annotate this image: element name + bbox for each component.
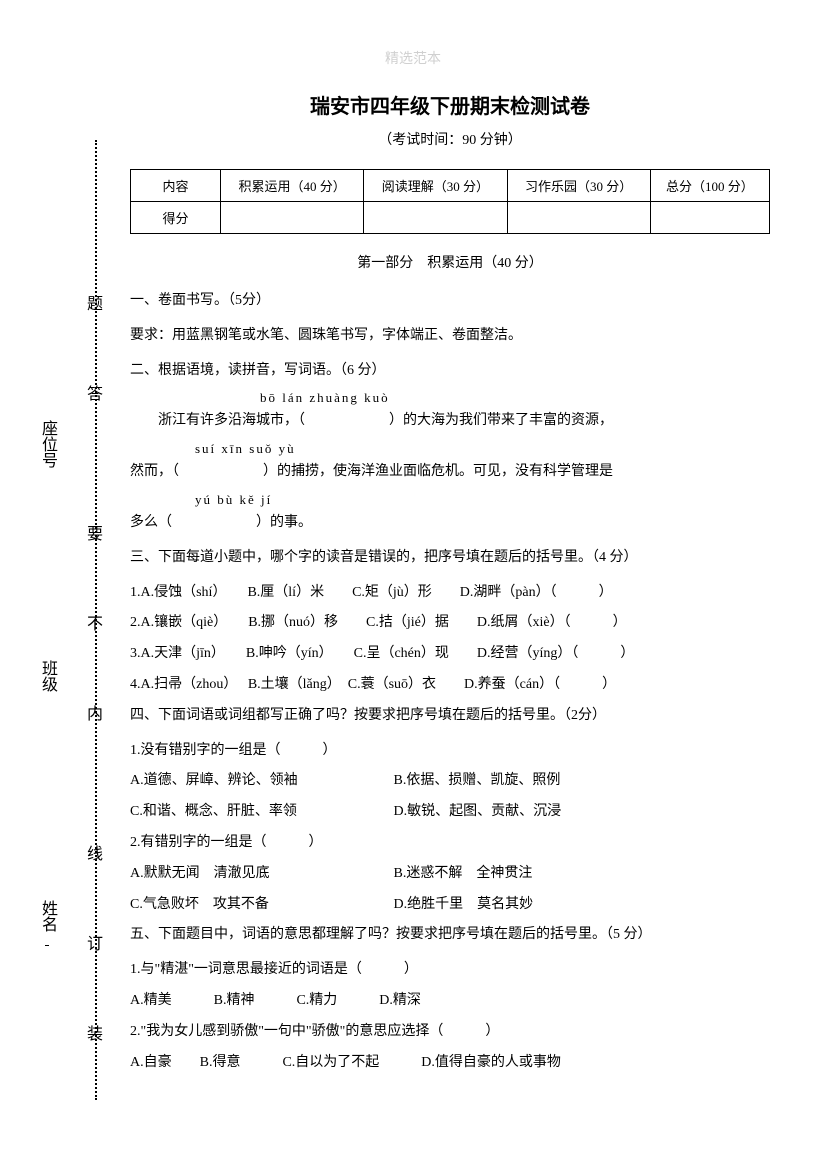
q2-line3: 多么（ ）的事。 (130, 508, 770, 539)
q3-item-1: 2.A.镶嵌（qiè） B.挪（nuó）移 C.拮（jié）据 D.纸屑（xiè… (130, 608, 770, 639)
page-title: 瑞安市四年级下册期末检测试卷 (130, 90, 770, 119)
bind-char-2: 线 (87, 840, 103, 864)
cell-blank[interactable] (650, 202, 769, 234)
q1-req: 要求：用蓝黑钢笔或水笔、圆珠笔书写，字体端正、卷面整洁。 (130, 321, 770, 352)
q3-item-0: 1.A.侵蚀（shí） B.厘（lí）米 C.矩（jù）形 D.湖畔（pàn）（… (130, 578, 770, 609)
bind-char-0: 装 (87, 1020, 103, 1044)
section-header: 第一部分 积累运用（40 分） (130, 252, 770, 272)
q4-sub1: 1.没有错别字的一组是（ ） (130, 736, 770, 767)
label-class: 班级 (35, 660, 59, 692)
q5-sub2: 2."我为女儿感到骄傲"一句中"骄傲"的意思应选择（ ） (130, 1017, 770, 1048)
q5-opts2: A.自豪 B.得意 C.自以为了不起 D.值得自豪的人或事物 (130, 1048, 770, 1079)
th-col1: 积累运用（40 分） (221, 170, 364, 202)
q4-opts2-row2: C.气急败坏 攻其不备 D.绝胜千里 莫名其妙 (130, 890, 770, 921)
q2-pinyin3: yú bù kě jí (195, 492, 770, 508)
q2-title: 二、根据语境，读拼音，写词语。（6 分） (130, 356, 770, 387)
page-subtitle: （考试时间：90 分钟） (130, 129, 770, 149)
q5-title: 五、下面题目中，词语的意思都理解了吗？按要求把序号填在题后的括号里。（5 分） (130, 920, 770, 951)
bind-char-3: 内 (87, 700, 103, 724)
th-content: 内容 (131, 170, 221, 202)
q3-item-2: 3.A.天津（jīn） B.呻吟（yín） C.呈（chén）现 D.经营（yí… (130, 639, 770, 670)
q4-opts1-row2: C.和谐、概念、肝脏、率领 D.敏锐、起图、贡献、沉浸 (130, 797, 770, 828)
cell-blank[interactable] (221, 202, 364, 234)
bind-char-1: 订 (87, 930, 103, 954)
th-col4: 总分（100 分） (650, 170, 769, 202)
q2-line2: 然而，（ ）的捕捞，使海洋渔业面临危机。可见，没有科学管理是 (130, 457, 770, 488)
binding-margin: 姓名 班级 座位号 装 订 线 内 不 要 答 题 (65, 140, 115, 1100)
q2-pinyin1: bō lán zhuàng kuò (260, 390, 770, 406)
q2-pinyin2: suí xīn suǒ yù (195, 441, 770, 457)
bind-char-6: 答 (87, 380, 103, 404)
q2-line1: 浙江有许多沿海城市，（ ）的大海为我们带来了丰富的资源， (130, 406, 770, 437)
row-label: 得分 (131, 202, 221, 234)
cell-blank[interactable] (507, 202, 650, 234)
table-row: 得分 (131, 202, 770, 234)
label-seat: 座位号 (35, 420, 59, 468)
content-area: 瑞安市四年级下册期末检测试卷 （考试时间：90 分钟） 内容 积累运用（40 分… (130, 90, 770, 1078)
bind-char-5: 要 (87, 520, 103, 544)
q3-title: 三、下面每道小题中，哪个字的读音是错误的，把序号填在题后的括号里。（4 分） (130, 543, 770, 574)
q4-opts2-row1: A.默默无闻 清澈见底 B.迷惑不解 全神贯注 (130, 859, 770, 890)
q1-title: 一、卷面书写。（5分） (130, 286, 770, 317)
q4-sub2: 2.有错别字的一组是（ ） (130, 828, 770, 859)
table-row: 内容 积累运用（40 分） 阅读理解（30 分） 习作乐园（30 分） 总分（1… (131, 170, 770, 202)
cell-blank[interactable] (364, 202, 507, 234)
q4-opts1-row1: A.道德、屏嶂、辨论、领袖 B.依据、损赠、凯旋、照例 (130, 766, 770, 797)
q5-opts1: A.精美 B.精神 C.精力 D.精深 (130, 986, 770, 1017)
th-col2: 阅读理解（30 分） (364, 170, 507, 202)
q5-sub1: 1.与"精湛"一词意思最接近的词语是（ ） (130, 955, 770, 986)
th-col3: 习作乐园（30 分） (507, 170, 650, 202)
score-table: 内容 积累运用（40 分） 阅读理解（30 分） 习作乐园（30 分） 总分（1… (130, 169, 770, 234)
bind-char-4: 不 (87, 610, 103, 634)
q3-item-3: 4.A.扫帚（zhou） B.土壤（lǎng） C.蓑（suō）衣 D.养蚕（c… (130, 670, 770, 701)
bind-char-7: 题 (87, 290, 103, 314)
label-name: 姓名 (35, 900, 59, 946)
q4-title: 四、下面词语或词组都写正确了吗？按要求把序号填在题后的括号里。（2分） (130, 701, 770, 732)
watermark: 精选范本 (385, 48, 441, 68)
